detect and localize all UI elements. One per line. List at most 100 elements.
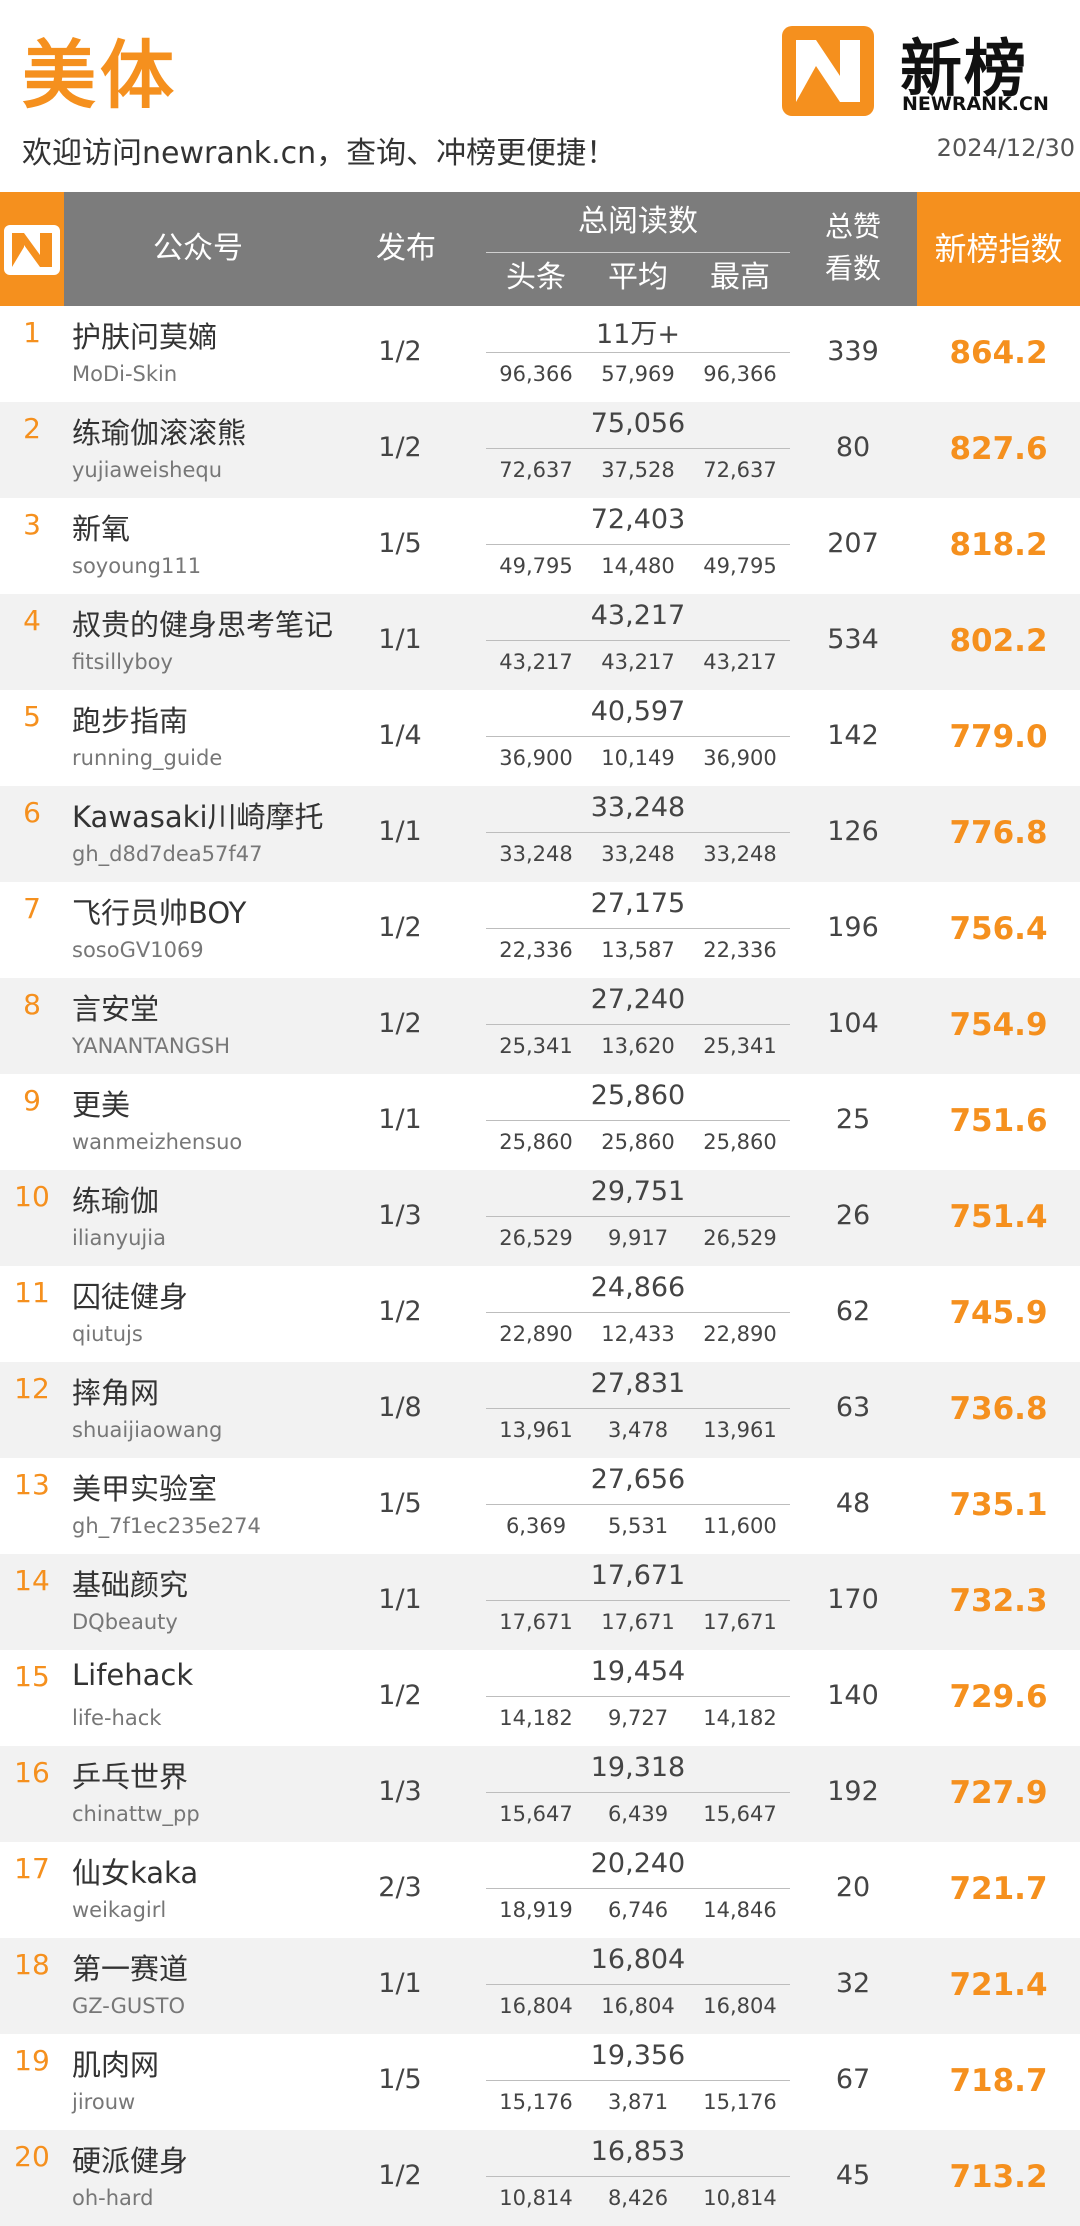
total-reads-value: 27,240 — [590, 984, 686, 1015]
max-reads-value: 43,217 — [703, 650, 777, 674]
logo-text-cn: 新榜 — [900, 32, 1029, 105]
table-row[interactable]: 20 硬派健身 oh-hard 1/2 16,853 45 713.2 10,814 8,426… — [0, 2130, 1080, 2226]
reads-divider — [486, 1888, 790, 1889]
publish-count: 1/1 — [378, 1104, 422, 1135]
likes-value: 48 — [835, 1488, 871, 1519]
newrank-index-value: 818.2 — [949, 527, 1048, 563]
account-name[interactable]: 言安堂 — [72, 992, 160, 1026]
average-reads-value: 37,528 — [601, 458, 675, 482]
account-name[interactable]: 更美 — [72, 1088, 131, 1122]
account-name[interactable]: 练瑜伽滚滚熊 — [72, 416, 247, 450]
table-row[interactable]: 4 叔贵的健身思考笔记 fitsillyboy 1/1 43,217 534 802.2 43… — [0, 594, 1080, 690]
account-id: shuaijiaowang — [72, 1418, 223, 1442]
average-reads-value: 13,620 — [601, 1034, 675, 1058]
account-name[interactable]: Kawasaki川崎摩托 — [72, 800, 324, 834]
table-row[interactable]: 8 言安堂 YANANTANGSH 1/2 27,240 104 754.9 25,341 13… — [0, 978, 1080, 1074]
total-reads-value: 75,056 — [590, 408, 686, 439]
account-id: MoDi-Skin — [72, 362, 178, 386]
column-likes-line1: 总赞 — [824, 210, 881, 243]
publish-count: 1/2 — [378, 1680, 422, 1711]
table-row[interactable]: 14 基础颜究 DQbeauty 1/1 17,671 170 732.3 17,671 17,… — [0, 1554, 1080, 1650]
headline-reads-value: 26,529 — [499, 1226, 573, 1250]
table-row[interactable]: 17 仙女kaka weikagirl 2/3 20,240 20 721.7 18,919 6… — [0, 1842, 1080, 1938]
headline-reads-value: 16,804 — [499, 1994, 573, 2018]
publish-count: 1/2 — [378, 2160, 422, 2191]
account-name[interactable]: 跑步指南 — [72, 704, 189, 738]
table-row[interactable]: 1 护肤问莫嫡 MoDi-Skin 1/2 11万+ 339 864.2 96,366 57,9… — [0, 306, 1080, 402]
total-reads-value: 40,597 — [590, 696, 686, 727]
average-reads-value: 9,917 — [607, 1226, 669, 1250]
account-name[interactable]: 基础颜究 — [72, 1568, 189, 1602]
header-divider — [486, 252, 790, 253]
account-name[interactable]: 练瑜伽 — [72, 1184, 160, 1218]
account-name[interactable]: 仙女kaka — [72, 1856, 199, 1890]
reads-divider — [486, 1408, 790, 1409]
table-row[interactable]: 5 跑步指南 running_guide 1/4 40,597 142 779.0 36,90… — [0, 690, 1080, 786]
likes-value: 80 — [835, 432, 871, 463]
table-row[interactable]: 13 美甲实验室 gh_7f1ec235e274 1/5 27,656 48 735.1 6,… — [0, 1458, 1080, 1554]
reads-divider — [486, 544, 790, 545]
headline-reads-value: 15,647 — [499, 1802, 573, 1826]
account-name[interactable]: 护肤问莫嫡 — [72, 320, 218, 354]
max-reads-value: 22,336 — [703, 938, 777, 962]
total-reads-value: 17,671 — [590, 1560, 686, 1591]
max-reads-value: 14,846 — [703, 1898, 777, 1922]
account-name[interactable]: 叔贵的健身思考笔记 — [72, 608, 334, 642]
publish-count: 1/5 — [378, 2064, 422, 2095]
average-reads-value: 6,439 — [607, 1802, 669, 1826]
rank-number: 5 — [23, 700, 41, 733]
account-name[interactable]: 新氧 — [72, 512, 131, 546]
newrank-index-value: 732.3 — [949, 1583, 1048, 1619]
total-reads-value: 20,240 — [590, 1848, 686, 1879]
account-name[interactable]: 第一赛道 — [72, 1952, 189, 1986]
newrank-index-value: 776.8 — [949, 815, 1048, 851]
table-row[interactable]: 16 乒乓世界 chinattw_pp 1/3 19,318 192 727.9 15,647… — [0, 1746, 1080, 1842]
account-name[interactable]: 囚徒健身 — [72, 1280, 189, 1314]
table-row[interactable]: 15 Lifehack life-hack 1/2 19,454 140 729.6 14,1… — [0, 1650, 1080, 1746]
account-name[interactable]: 飞行员帅BOY — [72, 896, 247, 930]
table-row[interactable]: 2 练瑜伽滚滚熊 yujiaweishequ 1/2 75,056 80 827.6 72,6… — [0, 402, 1080, 498]
headline-reads-value: 14,182 — [499, 1706, 573, 1730]
headline-reads-value: 22,890 — [499, 1322, 573, 1346]
table-row[interactable]: 7 飞行员帅BOY sosoGV1069 1/2 27,175 196 756.4 22,33… — [0, 882, 1080, 978]
table-row[interactable]: 3 新氧 soyoung111 1/5 72,403 207 818.2 49,795 14,4… — [0, 498, 1080, 594]
max-reads-value: 72,637 — [703, 458, 777, 482]
likes-value: 62 — [835, 1296, 871, 1327]
newrank-index-value: 754.9 — [949, 1007, 1048, 1043]
rank-number: 9 — [23, 1084, 41, 1117]
likes-value: 192 — [827, 1776, 879, 1807]
table-row[interactable]: 10 练瑜伽 ilianyujia 1/3 29,751 26 751.4 26,529 9,9… — [0, 1170, 1080, 1266]
newrank-logo-icon — [782, 26, 874, 116]
publish-count: 1/2 — [378, 336, 422, 367]
account-id: gh_7f1ec235e274 — [72, 1514, 261, 1538]
rank-number: 16 — [14, 1756, 50, 1789]
average-reads-value: 3,871 — [607, 2090, 669, 2114]
table-row[interactable]: 19 肌肉网 jirouw 1/5 19,356 67 718.7 15,176 3,871 15… — [0, 2034, 1080, 2130]
account-name[interactable]: 肌肉网 — [72, 2048, 160, 2082]
newrank-index-value: 864.2 — [949, 335, 1048, 371]
account-name[interactable]: Lifehack — [72, 1658, 194, 1692]
rank-number: 7 — [23, 892, 41, 925]
account-id: oh-hard — [72, 2186, 154, 2210]
reads-divider — [486, 928, 790, 929]
account-name[interactable]: 乒乓世界 — [72, 1760, 189, 1794]
publish-count: 1/2 — [378, 1008, 422, 1039]
headline-reads-value: 43,217 — [499, 650, 573, 674]
average-reads-value: 43,217 — [601, 650, 675, 674]
total-reads-value: 19,454 — [590, 1656, 686, 1687]
table-row[interactable]: 9 更美 wanmeizhensuo 1/1 25,860 25 751.6 25,860 25… — [0, 1074, 1080, 1170]
newrank-index-value: 745.9 — [949, 1295, 1048, 1331]
table-row[interactable]: 11 囚徒健身 qiutujs 1/2 24,866 62 745.9 22,890 12,43… — [0, 1266, 1080, 1362]
account-name[interactable]: 美甲实验室 — [72, 1472, 218, 1506]
account-name[interactable]: 摔角网 — [72, 1376, 160, 1410]
newrank-index-value: 721.7 — [949, 1871, 1048, 1907]
total-reads-value: 43,217 — [590, 600, 686, 631]
table-row[interactable]: 18 第一赛道 GZ-GUSTO 1/1 16,804 32 721.4 16,804 16,8… — [0, 1938, 1080, 2034]
table-row[interactable]: 12 摔角网 shuaijiaowang 1/8 27,831 63 736.8 13,961… — [0, 1362, 1080, 1458]
max-reads-value: 16,804 — [703, 1994, 777, 2018]
table-row[interactable]: 6 Kawasaki川崎摩托 gh_d8d7dea57f47 1/1 33,248 126… — [0, 786, 1080, 882]
column-headline: 头条 — [506, 260, 566, 295]
account-name[interactable]: 硬派健身 — [72, 2144, 189, 2178]
likes-value: 20 — [835, 1872, 871, 1903]
rank-number: 14 — [14, 1564, 50, 1597]
